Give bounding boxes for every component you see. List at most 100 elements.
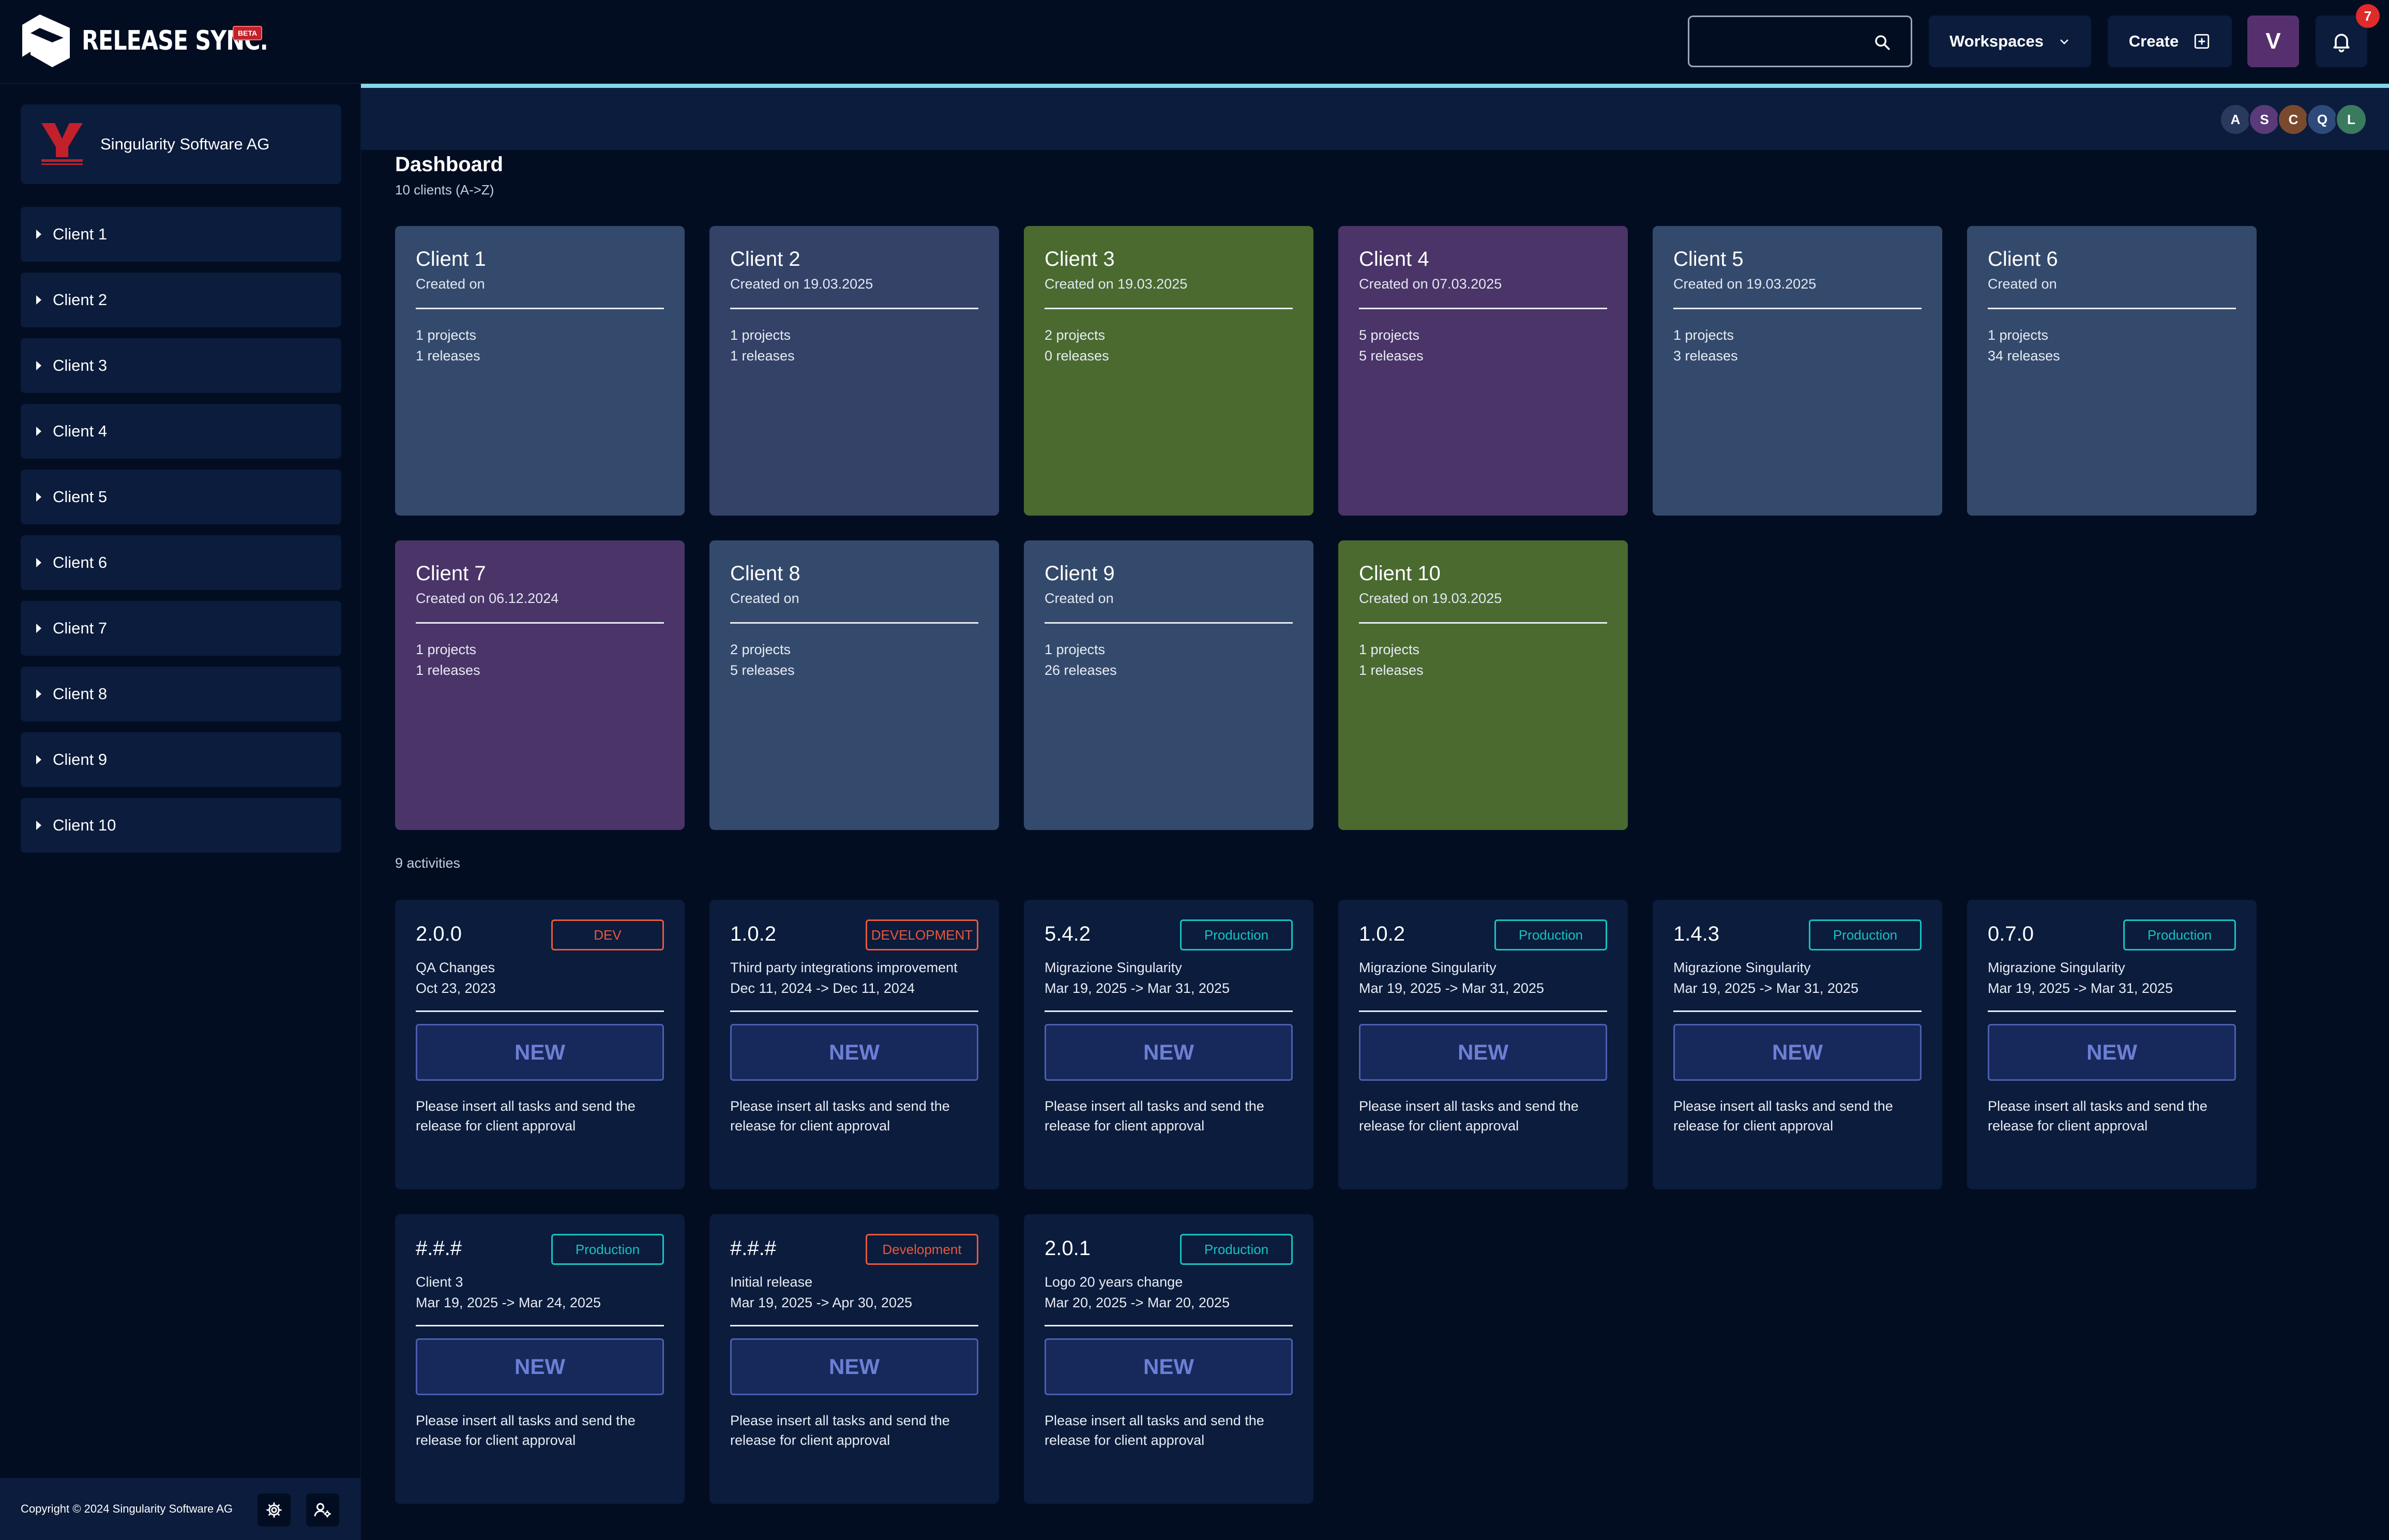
environment-badge: DEV <box>551 919 664 950</box>
sidebar-item-client-9[interactable]: Client 9 <box>21 732 341 787</box>
caret-right-icon <box>36 492 41 502</box>
client-card[interactable]: Client 1 Created on 1 projects 1 releases <box>395 226 685 516</box>
sidebar-item-label: Client 5 <box>53 488 108 506</box>
divider <box>1359 622 1607 624</box>
release-note: Please insert all tasks and send the rel… <box>730 1413 950 1448</box>
divider <box>1988 1010 2236 1012</box>
search-icon <box>1875 35 1890 50</box>
client-releases: 1 releases <box>1359 662 1424 678</box>
avatar[interactable]: A <box>2219 103 2251 135</box>
caret-right-icon <box>36 689 41 699</box>
activity-card[interactable]: #.#.# Development Initial release Mar 19… <box>709 1214 999 1504</box>
settings-button[interactable] <box>258 1493 291 1527</box>
sidebar-item-client-8[interactable]: Client 8 <box>21 667 341 721</box>
sidebar-item-client-2[interactable]: Client 2 <box>21 273 341 327</box>
release-note: Please insert all tasks and send the rel… <box>1673 1098 1893 1134</box>
release-version: 2.0.0 <box>416 923 462 945</box>
divider <box>1988 308 2236 309</box>
status-button[interactable]: NEW <box>730 1024 978 1081</box>
divider <box>1045 1010 1293 1012</box>
caret-right-icon <box>36 361 41 370</box>
member-avatars: A S C Q L <box>2219 103 2367 135</box>
user-menu-button[interactable]: V <box>2247 16 2299 67</box>
sidebar-item-client-1[interactable]: Client 1 <box>21 207 341 262</box>
workspaces-dropdown[interactable]: Workspaces <box>1929 16 2091 67</box>
sidebar-item-client-7[interactable]: Client 7 <box>21 601 341 656</box>
user-settings-button[interactable] <box>306 1493 339 1527</box>
release-description: Initial release <box>730 1274 813 1290</box>
client-projects: 1 projects <box>1673 327 1734 343</box>
activity-card[interactable]: 1.0.2 DEVELOPMENT Third party integratio… <box>709 900 999 1189</box>
user-cog-icon <box>314 1503 331 1518</box>
sidebar-item-label: Client 7 <box>53 619 108 637</box>
activities-count: 9 activities <box>395 855 461 871</box>
app-logo[interactable]: RELEASE SYNC. <box>20 12 309 69</box>
sidebar-item-client-5[interactable]: Client 5 <box>21 470 341 524</box>
release-note: Please insert all tasks and send the rel… <box>730 1098 950 1134</box>
release-version: 1.4.3 <box>1673 923 1719 945</box>
avatar[interactable]: S <box>2248 103 2280 135</box>
status-button[interactable]: NEW <box>1673 1024 1922 1081</box>
chevron-down-icon <box>2060 39 2068 44</box>
avatar[interactable]: L <box>2335 103 2367 135</box>
sidebar-item-label: Client 10 <box>53 816 116 834</box>
avatar[interactable]: Q <box>2306 103 2338 135</box>
environment-badge: Production <box>1180 1234 1293 1265</box>
status-button[interactable]: NEW <box>416 1338 664 1395</box>
client-created-date: Created on <box>1045 591 1114 606</box>
activity-card[interactable]: 2.0.0 DEV QA Changes Oct 23, 2023 NEW Pl… <box>395 900 685 1189</box>
add-square-icon <box>2195 34 2210 49</box>
divider <box>730 308 978 309</box>
client-releases: 34 releases <box>1988 348 2060 364</box>
client-projects: 1 projects <box>416 642 477 657</box>
activity-card[interactable]: 1.0.2 Production Migrazione Singularity … <box>1338 900 1628 1189</box>
client-card[interactable]: Client 10 Created on 19.03.2025 1 projec… <box>1338 540 1628 830</box>
client-card[interactable]: Client 7 Created on 06.12.2024 1 project… <box>395 540 685 830</box>
client-card[interactable]: Client 6 Created on 1 projects 34 release… <box>1967 226 2257 516</box>
divider <box>730 1325 978 1326</box>
status-button[interactable]: NEW <box>730 1338 978 1395</box>
organization-card[interactable]: Singularity Software AG <box>21 104 341 184</box>
client-name: Client 10 <box>1359 562 1441 585</box>
gear-icon <box>266 1502 282 1518</box>
client-created-date: Created on <box>730 591 799 606</box>
sidebar-item-client-6[interactable]: Client 6 <box>21 535 341 590</box>
client-projects: 1 projects <box>1988 327 2049 343</box>
create-button[interactable]: Create <box>2108 16 2232 67</box>
client-card[interactable]: Client 2 Created on 19.03.2025 1 project… <box>709 226 999 516</box>
client-card[interactable]: Client 4 Created on 07.03.2025 5 project… <box>1338 226 1628 516</box>
client-name: Client 6 <box>1988 248 2058 270</box>
status-button[interactable]: NEW <box>1359 1024 1607 1081</box>
sidebar: Singularity Software AG Client 1 Client … <box>0 84 361 1540</box>
environment-badge: Production <box>1494 919 1607 950</box>
activity-card[interactable]: 2.0.1 Production Logo 20 years change Ma… <box>1024 1214 1313 1504</box>
sidebar-item-client-10[interactable]: Client 10 <box>21 798 341 853</box>
client-releases: 5 releases <box>730 662 795 678</box>
sidebar-item-client-3[interactable]: Client 3 <box>21 338 341 393</box>
search-input[interactable] <box>1688 16 1912 67</box>
sidebar-item-client-4[interactable]: Client 4 <box>21 404 341 459</box>
caret-right-icon <box>36 558 41 567</box>
client-card[interactable]: Client 5 Created on 19.03.2025 1 project… <box>1653 226 1942 516</box>
divider <box>1359 308 1607 309</box>
activity-card[interactable]: 5.4.2 Production Migrazione Singularity … <box>1024 900 1313 1189</box>
sidebar-item-label: Client 8 <box>53 685 108 703</box>
client-card[interactable]: Client 9 Created on 1 projects 26 release… <box>1024 540 1313 830</box>
status-button[interactable]: NEW <box>1988 1024 2236 1081</box>
release-note: Please insert all tasks and send the rel… <box>1045 1098 1264 1134</box>
avatar[interactable]: C <box>2277 103 2309 135</box>
status-button[interactable]: NEW <box>416 1024 664 1081</box>
environment-badge: Production <box>1809 919 1922 950</box>
status-button[interactable]: NEW <box>1045 1024 1293 1081</box>
activity-card[interactable]: 0.7.0 Production Migrazione Singularity … <box>1967 900 2257 1189</box>
activity-card[interactable]: 1.4.3 Production Migrazione Singularity … <box>1653 900 1942 1189</box>
status-button[interactable]: NEW <box>1045 1338 1293 1395</box>
client-card[interactable]: Client 3 Created on 19.03.2025 2 project… <box>1024 226 1313 516</box>
caret-right-icon <box>36 295 41 305</box>
client-created-date: Created on 19.03.2025 <box>1673 276 1817 292</box>
release-description: Migrazione Singularity <box>1673 960 1811 975</box>
activity-card[interactable]: #.#.# Production Client 3 Mar 19, 2025 -… <box>395 1214 685 1504</box>
sidebar-item-label: Client 6 <box>53 553 108 571</box>
client-card[interactable]: Client 8 Created on 2 projects 5 releases <box>709 540 999 830</box>
client-created-date: Created on 07.03.2025 <box>1359 276 1502 292</box>
